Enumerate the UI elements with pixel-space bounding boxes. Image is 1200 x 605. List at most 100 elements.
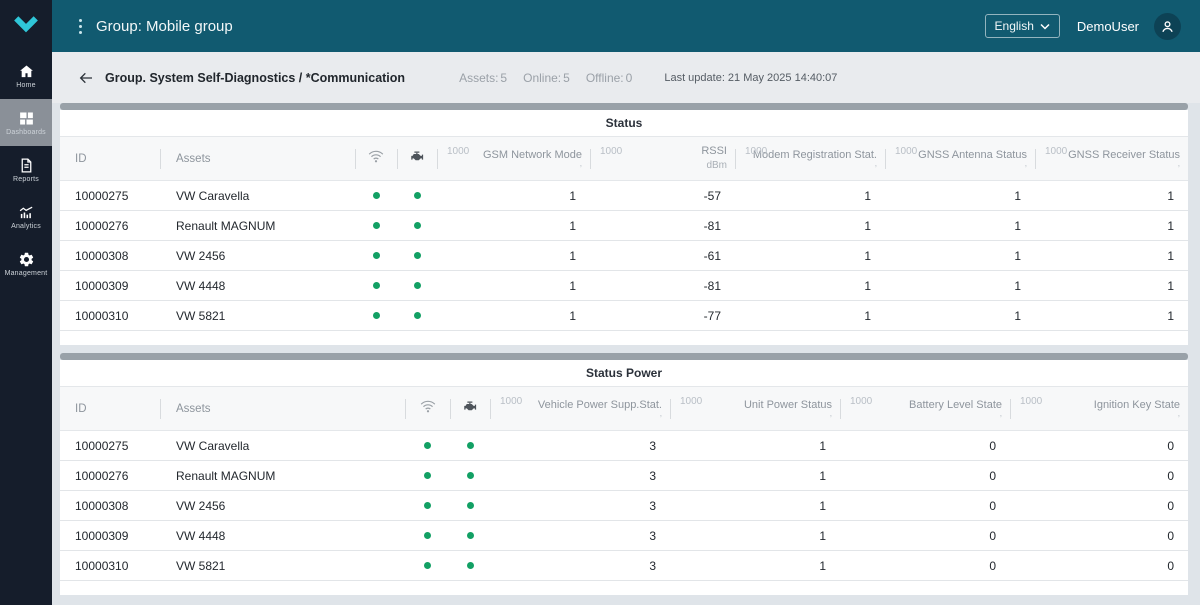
sort-mark (1178, 162, 1180, 168)
sort-mark (830, 412, 832, 418)
sidebar-item-reports[interactable]: Reports (0, 146, 52, 193)
app-logo[interactable] (0, 0, 52, 52)
horizontal-scrollbar[interactable] (60, 353, 1188, 360)
cell-value: 1 (1014, 188, 1021, 203)
online-dot (372, 282, 380, 289)
status-power-table-card: Status Power ID Assets 1000 Vehicle Power S… (60, 360, 1188, 595)
table-row[interactable]: 10000309 VW 4448 1 -81 1 1 1 (60, 271, 1188, 301)
chevron-down-icon (1040, 23, 1050, 30)
cell-asset: VW 4448 (176, 278, 226, 293)
cell-value: 0 (989, 498, 996, 513)
column-header-metric[interactable]: 1000 Ignition Key State (1010, 387, 1188, 430)
analytics-icon (19, 206, 32, 218)
cell-asset: VW 2456 (176, 248, 226, 263)
online-dot (372, 312, 380, 319)
table-row[interactable]: 10000275 VW Caravella 3 1 0 0 (60, 431, 1188, 461)
engine-icon (410, 149, 425, 169)
column-header-metric[interactable]: 1000 GSM Network Mode (437, 137, 590, 180)
cell-value: 1 (569, 188, 576, 203)
main-content: Group. System Self-Diagnostics / *Commun… (52, 52, 1200, 605)
column-header-metric[interactable]: 1000 GNSS Receiver Status (1035, 137, 1188, 180)
online-dot (372, 222, 380, 229)
cell-id: 10000308 (75, 498, 129, 513)
cell-value: -81 (703, 278, 721, 293)
column-header-assets[interactable]: Assets (160, 387, 405, 430)
sidebar-item-dashboards[interactable]: Dashboards (0, 99, 52, 146)
user-avatar[interactable] (1154, 12, 1181, 40)
table-title: Status (60, 110, 1188, 137)
sidebar-item-management[interactable]: Management (0, 240, 52, 287)
cell-value: 0 (1167, 438, 1174, 453)
sidebar-item-label: Dashboards (6, 128, 46, 136)
online-dot (424, 532, 431, 539)
online-dot (466, 562, 474, 569)
breadcrumb: Group. System Self-Diagnostics / *Commun… (52, 52, 1200, 103)
online-dot (413, 252, 421, 259)
management-icon (19, 252, 33, 266)
table-row[interactable]: 10000310 VW 5821 1 -77 1 1 1 (60, 301, 1188, 331)
chevron-down-logo-icon (14, 16, 38, 33)
cell-status (355, 241, 397, 270)
sort-mark (1000, 412, 1002, 418)
interval-tag: 1000 (850, 396, 873, 407)
column-header-metric[interactable]: 1000 Unit Power Status (670, 387, 840, 430)
language-selector[interactable]: English (984, 14, 1060, 38)
online-dot (466, 502, 474, 509)
column-header-id[interactable]: ID (75, 402, 87, 415)
interval-tag: 1000 (895, 146, 918, 157)
online-dot (466, 442, 474, 449)
cell-value: 1 (819, 498, 826, 513)
kebab-menu-icon[interactable] (79, 18, 82, 34)
cell-status (405, 431, 450, 460)
column-header-wifi-icon[interactable] (355, 137, 397, 180)
cell-id: 10000309 (75, 278, 129, 293)
engine-icon (463, 399, 478, 419)
column-header-id[interactable]: ID (75, 152, 87, 165)
column-header-assets[interactable]: Assets (160, 137, 355, 180)
stat-online: Online: 5 (523, 70, 570, 85)
cell-value: 3 (649, 558, 656, 573)
column-label: Modem Registration Stat. (752, 149, 877, 161)
cell-value: 1 (1167, 188, 1174, 203)
table-row[interactable]: 10000310 VW 5821 3 1 0 0 (60, 551, 1188, 581)
back-button[interactable] (77, 70, 95, 86)
column-header-wifi-icon[interactable] (405, 387, 450, 430)
online-dot (424, 562, 431, 569)
column-header-metric[interactable]: 1000 Modem Registration Stat. (735, 137, 885, 180)
cell-value: 1 (1167, 278, 1174, 293)
cell-value: 1 (864, 308, 871, 323)
table-row[interactable]: 10000276 Renault MAGNUM 3 1 0 0 (60, 461, 1188, 491)
column-header-metric[interactable]: 1000 Vehicle Power Supp.Stat. (490, 387, 670, 430)
column-header-engine-icon[interactable] (450, 387, 490, 430)
cell-value: -77 (703, 308, 721, 323)
sidebar-item-analytics[interactable]: Analytics (0, 193, 52, 240)
page-title: Group. System Self-Diagnostics / *Commun… (105, 70, 406, 85)
sidebar-item-home[interactable]: Home (0, 52, 52, 99)
horizontal-scrollbar[interactable] (60, 103, 1188, 110)
column-label: Unit Power Status (743, 399, 832, 411)
cell-id: 10000310 (75, 308, 129, 323)
cell-value: -81 (703, 218, 721, 233)
table-row[interactable]: 10000276 Renault MAGNUM 1 -81 1 1 1 (60, 211, 1188, 241)
column-header-metric[interactable]: 1000 GNSS Antenna Status (885, 137, 1035, 180)
column-header-metric[interactable]: 1000 Battery Level State (840, 387, 1010, 430)
home-icon (19, 64, 33, 77)
table-row[interactable]: 10000309 VW 4448 3 1 0 0 (60, 521, 1188, 551)
column-label: Ignition Key State (1093, 399, 1180, 411)
cell-asset: VW Caravella (176, 188, 250, 203)
cell-status (405, 521, 450, 550)
table-row[interactable]: 10000275 VW Caravella 1 -57 1 1 1 (60, 181, 1188, 211)
arrow-left-icon (79, 72, 92, 83)
cell-value: 0 (1167, 498, 1174, 513)
cell-status (397, 241, 437, 270)
cell-value: 1 (819, 558, 826, 573)
cell-value: 0 (1167, 528, 1174, 543)
table-row[interactable]: 10000308 VW 2456 3 1 0 0 (60, 491, 1188, 521)
sidebar-item-label: Reports (13, 175, 39, 183)
column-header-engine-icon[interactable] (397, 137, 437, 180)
cell-value: 1 (1014, 218, 1021, 233)
table-row[interactable]: 10000308 VW 2456 1 -61 1 1 1 (60, 241, 1188, 271)
column-header-metric[interactable]: 1000 RSSI dBm (590, 137, 735, 180)
